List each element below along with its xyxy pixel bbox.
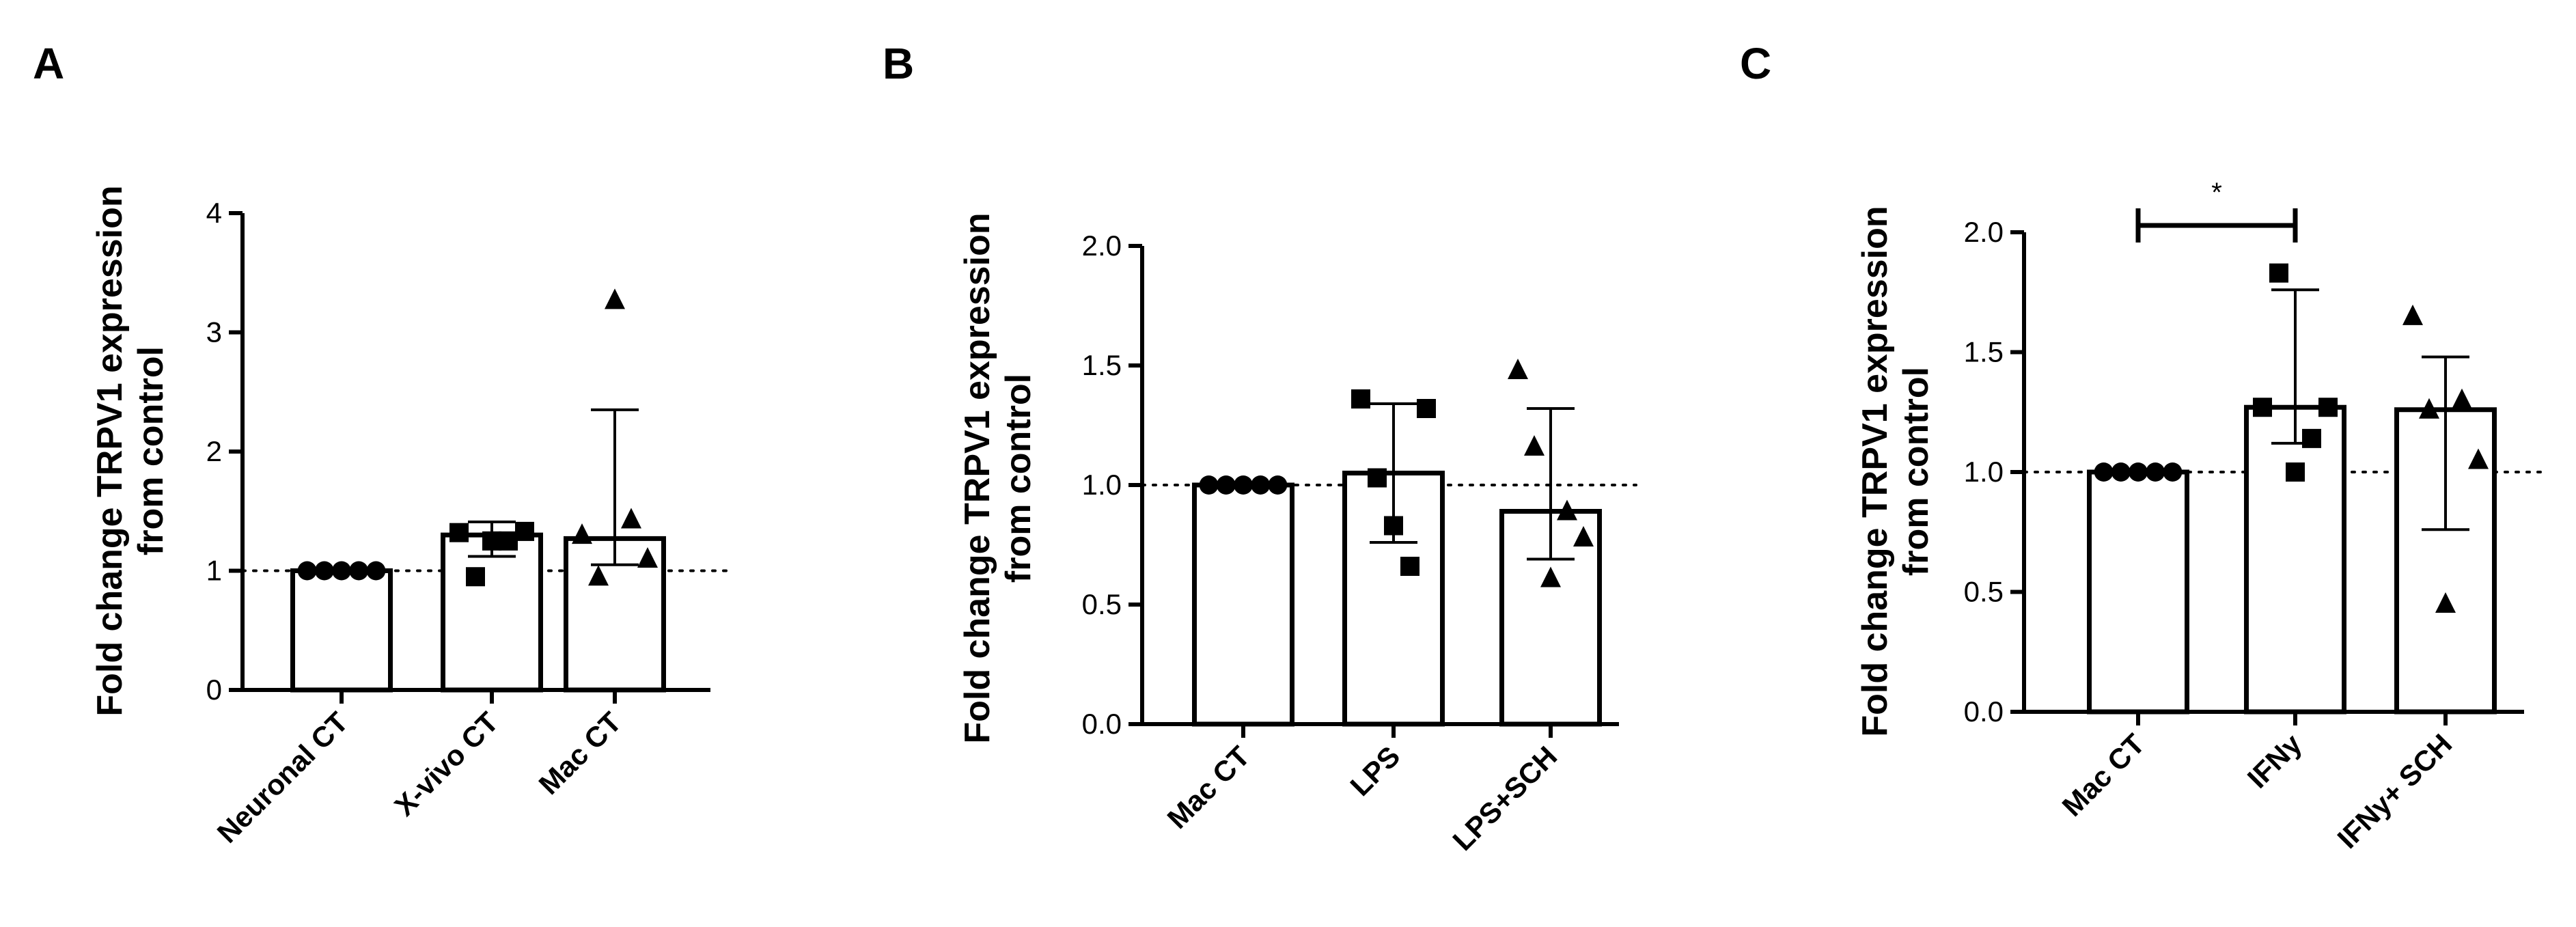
- data-point: [588, 565, 609, 586]
- data-point: [1573, 526, 1594, 546]
- data-point: [1384, 516, 1403, 536]
- panel-letter: A: [33, 39, 64, 88]
- y-axis-label: Fold change TRPV1 expressionfrom control: [90, 185, 171, 716]
- data-point: [2302, 428, 2321, 448]
- data-point: [621, 508, 641, 529]
- y-tick-label: 2.0: [1082, 230, 1122, 262]
- data-point: [637, 547, 658, 568]
- y-axis-label-line: Fold change TRPV1 expression: [958, 212, 997, 743]
- data-point: [2129, 462, 2148, 482]
- x-tick-label: Neuronal CT: [211, 706, 355, 849]
- y-axis-label-line: from control: [999, 374, 1038, 583]
- bar: [2244, 404, 2346, 715]
- y-axis-label-line: Fold change TRPV1 expression: [1855, 206, 1895, 736]
- significance-label: *: [2211, 178, 2222, 208]
- y-tick-label: 4: [206, 197, 222, 229]
- y-axis-label: Fold change TRPV1 expressionfrom control: [1855, 206, 1936, 736]
- data-point: [314, 561, 334, 581]
- data-point: [297, 561, 317, 581]
- y-tick-label: 0: [206, 674, 222, 706]
- data-point: [1351, 389, 1370, 409]
- data-point: [349, 561, 369, 581]
- data-point: [2419, 398, 2439, 419]
- data-point: [2468, 448, 2489, 469]
- y-tick-label: 0.5: [1964, 576, 2004, 608]
- bar: [290, 568, 393, 693]
- data-point: [2146, 462, 2165, 482]
- x-tick-label: LPS+SCH: [1446, 740, 1563, 857]
- data-point: [1557, 499, 1577, 521]
- y-axis-label: Fold change TRPV1 expressionfrom control: [958, 212, 1038, 743]
- data-point: [332, 561, 351, 581]
- data-point: [1400, 557, 1419, 576]
- y-tick-label: 1.0: [1964, 456, 2004, 488]
- data-point: [366, 561, 386, 581]
- data-point: [605, 288, 625, 309]
- data-point: [2111, 462, 2131, 482]
- y-tick-label: 1: [206, 555, 222, 587]
- data-point: [572, 523, 592, 544]
- x-tick-label: IFNy: [2241, 728, 2308, 794]
- y-tick-label: 2.0: [1964, 216, 2004, 248]
- data-point: [466, 567, 485, 587]
- data-point: [2402, 304, 2423, 325]
- data-point: [1368, 468, 1387, 488]
- x-tick-label: X-vivo CT: [388, 706, 504, 822]
- y-tick-label: 2: [206, 435, 222, 467]
- data-point: [1268, 475, 1288, 495]
- data-point: [2253, 398, 2272, 417]
- data-point: [2163, 462, 2183, 482]
- data-point: [482, 531, 501, 551]
- x-tick-label: LPS: [1344, 740, 1406, 802]
- data-point: [515, 521, 534, 541]
- y-tick-label: 1.5: [1964, 336, 2004, 368]
- x-tick-label: IFNy+ SCH: [2331, 728, 2458, 855]
- data-point: [1508, 359, 1528, 379]
- panel-letter: B: [883, 39, 914, 88]
- data-point: [1251, 475, 1271, 495]
- data-point: [1234, 475, 1253, 495]
- x-tick-label: Mac CT: [2056, 728, 2151, 822]
- panel-c: C Fold change TRPV1 expressionfrom contro…: [1740, 39, 2543, 855]
- y-axis-label-line: Fold change TRPV1 expression: [90, 185, 130, 716]
- y-tick-label: 0.0: [1964, 695, 2004, 728]
- panel-a: A Fold change TRPV1 expressionfrom contro…: [33, 39, 729, 849]
- bar: [2087, 469, 2189, 715]
- data-point: [1216, 475, 1236, 495]
- data-point: [1540, 566, 1561, 587]
- y-tick-label: 1.5: [1082, 349, 1122, 381]
- data-point: [1199, 475, 1219, 495]
- data-point: [2435, 592, 2456, 613]
- bar: [441, 532, 543, 693]
- data-point: [2286, 462, 2305, 482]
- data-point: [2318, 398, 2338, 417]
- data-point: [499, 531, 518, 551]
- x-tick-label: Mac CT: [533, 706, 628, 801]
- y-tick-label: 3: [206, 316, 222, 348]
- data-point: [2269, 263, 2288, 283]
- y-tick-label: 1.0: [1082, 469, 1122, 501]
- y-tick-label: 0.5: [1082, 588, 1122, 620]
- y-axis-label-line: from control: [131, 346, 171, 555]
- panel-b: B Fold change TRPV1 expressionfrom contro…: [883, 39, 1637, 857]
- bar: [1192, 482, 1294, 727]
- x-tick-label: Mac CT: [1161, 740, 1256, 835]
- y-tick-label: 0.0: [1082, 708, 1122, 740]
- data-point: [2094, 462, 2114, 482]
- y-axis-label-line: from control: [1896, 367, 1936, 576]
- data-point: [2452, 388, 2472, 409]
- panel-letter: C: [1740, 39, 1771, 88]
- data-point: [1524, 435, 1545, 456]
- data-point: [449, 523, 469, 542]
- data-point: [1417, 399, 1436, 418]
